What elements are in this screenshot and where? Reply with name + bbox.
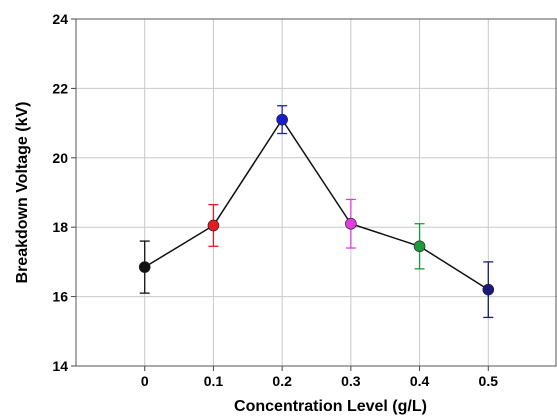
y-tick-label: 18 <box>52 219 68 235</box>
series-line <box>144 118 489 291</box>
y-tick-label: 20 <box>52 150 68 166</box>
x-tick-label: 0.1 <box>204 373 224 389</box>
x-tick-label: 0.4 <box>410 373 430 389</box>
x-tick-label: 0.2 <box>272 373 292 389</box>
y-tick-label: 24 <box>52 11 68 27</box>
data-point <box>345 217 357 230</box>
y-tick-label: 22 <box>52 80 68 96</box>
data-point <box>413 240 426 253</box>
plot-frame <box>75 18 557 367</box>
tick-labels: 0 0.1 0.2 0.3 0.4 0.5 14 16 18 20 22 24 <box>52 11 498 389</box>
x-tick-label: 0.3 <box>341 373 361 389</box>
data-point <box>482 283 495 296</box>
data-point <box>138 261 151 273</box>
data-point <box>207 219 220 232</box>
data-point <box>276 113 288 126</box>
y-axis-title: Breakdown Voltage (kV) <box>14 102 31 284</box>
x-tick-label: 0 <box>141 373 149 389</box>
plot-area <box>76 19 557 366</box>
x-axis-title: Concentration Level (g/L) <box>234 398 427 415</box>
axes <box>71 18 557 371</box>
y-tick-label: 14 <box>52 358 68 374</box>
data-series <box>138 105 495 319</box>
y-tick-label: 16 <box>52 289 68 305</box>
x-tick-label: 0.5 <box>479 373 499 389</box>
